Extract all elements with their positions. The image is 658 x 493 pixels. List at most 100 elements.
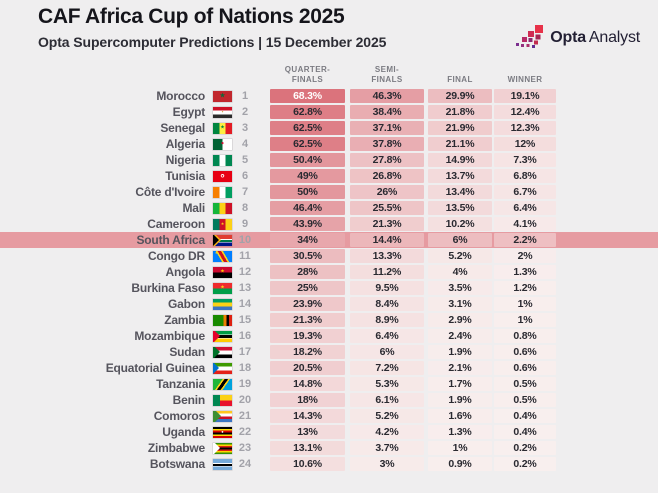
team-name: Mozambique <box>134 329 205 343</box>
flag-emblem: ★ <box>220 284 225 291</box>
semi-finals-probability: 14.4% <box>350 233 424 247</box>
burkina-faso-flag-icon: ★ <box>213 282 232 294</box>
semi-finals-probability: 6% <box>350 345 424 359</box>
team-name: Zambia <box>164 313 205 327</box>
team-name: Equatorial Guinea <box>105 361 205 375</box>
semi-finals-probability: 38.4% <box>350 105 424 119</box>
flag-triangle <box>213 330 220 342</box>
flag-emblem: ★ <box>219 92 226 100</box>
morocco-flag-icon: ★ <box>213 90 232 102</box>
team-name: Tanzania <box>156 377 205 391</box>
winner-probability: 1% <box>494 297 556 311</box>
team-rank: 18 <box>238 362 252 374</box>
final-probability: 21.8% <box>428 105 492 119</box>
winner-probability: 0.6% <box>494 361 556 375</box>
team-rank: 21 <box>238 410 252 422</box>
benin-flag-icon <box>213 394 232 406</box>
winner-probability: 1% <box>494 313 556 327</box>
quarter-finals-probability: 46.4% <box>270 201 345 215</box>
flag-triangle <box>213 234 219 246</box>
final-probability: 0.9% <box>428 457 492 471</box>
flag-triangle <box>213 442 220 454</box>
team-name: Tunisia <box>165 169 205 183</box>
zambia-flag-icon <box>213 314 232 326</box>
final-probability: 29.9% <box>428 89 492 103</box>
winner-probability: 6.8% <box>494 169 556 183</box>
team-rank: 9 <box>241 218 249 230</box>
team-name: Botswana <box>149 457 205 471</box>
flag-triangle <box>213 346 220 358</box>
team-name: Gabon <box>168 297 205 311</box>
table-row: Mali 8 46.4% 25.5% 13.5% 6.4% <box>0 200 658 216</box>
quarter-finals-probability: 19.3% <box>270 329 345 343</box>
final-probability: 3.5% <box>428 281 492 295</box>
flag-emblem: ● <box>220 140 225 147</box>
winner-probability: 12.4% <box>494 105 556 119</box>
team-name: Congo DR <box>147 249 205 263</box>
team-name: Uganda <box>162 425 205 439</box>
opta-analyst-logo: Opta Analyst <box>514 25 640 51</box>
winner-probability: 19.1% <box>494 89 556 103</box>
quarter-finals-probability: 28% <box>270 265 345 279</box>
flag-emblem: ★ <box>220 124 225 131</box>
semi-finals-probability: 26% <box>350 185 424 199</box>
team-rank: 20 <box>238 394 252 406</box>
final-probability: 1.7% <box>428 377 492 391</box>
team-name: Morocco <box>156 89 205 103</box>
table-row: Cameroon ★ 9 43.9% 21.3% 10.2% 4.1% <box>0 216 658 232</box>
flag-emblem: ● <box>221 173 224 178</box>
team-rank: 17 <box>238 346 252 358</box>
team-rank: 13 <box>238 282 252 294</box>
semi-finals-probability: 6.1% <box>350 393 424 407</box>
team-rank: 14 <box>238 298 252 310</box>
column-header-final: FINAL <box>447 74 473 84</box>
team-rank: 7 <box>241 186 249 198</box>
winner-probability: 0.2% <box>494 441 556 455</box>
table-row: Senegal ★ 3 62.5% 37.1% 21.9% 12.3% <box>0 120 658 136</box>
final-probability: 13.7% <box>428 169 492 183</box>
team-rank: 10 <box>238 234 252 246</box>
final-probability: 10.2% <box>428 217 492 231</box>
sudan-flag-icon <box>213 346 232 358</box>
winner-probability: 1.2% <box>494 281 556 295</box>
table-row: Burkina Faso ★ 13 25% 9.5% 3.5% 1.2% <box>0 280 658 296</box>
table-row: Gabon 14 23.9% 8.4% 3.1% 1% <box>0 296 658 312</box>
south-africa-flag-icon <box>213 234 232 246</box>
final-probability: 13.4% <box>428 185 492 199</box>
winner-probability: 0.8% <box>494 329 556 343</box>
page-subtitle: Opta Supercomputer Predictions | 15 Dece… <box>38 34 387 50</box>
team-rank: 15 <box>238 314 252 326</box>
semi-finals-probability: 46.3% <box>350 89 424 103</box>
winner-probability: 0.4% <box>494 425 556 439</box>
cote-divoire-flag-icon <box>213 186 232 198</box>
semi-finals-probability: 26.8% <box>350 169 424 183</box>
winner-probability: 12.3% <box>494 121 556 135</box>
flag-emblem: ★ <box>214 250 219 255</box>
botswana-flag-icon <box>213 458 232 470</box>
team-rank: 1 <box>241 90 249 102</box>
brand-wordmark: Opta Analyst <box>550 29 640 47</box>
table-row: Botswana 24 10.6% 3% 0.9% 0.2% <box>0 456 658 472</box>
winner-probability: 0.2% <box>494 457 556 471</box>
opta-pixel-chart-icon <box>516 25 544 48</box>
uganda-flag-icon: ● <box>213 426 232 438</box>
quarter-finals-probability: 23.9% <box>270 297 345 311</box>
page-title: CAF Africa Cup of Nations 2025 <box>38 5 345 28</box>
quarter-finals-probability: 10.6% <box>270 457 345 471</box>
semi-finals-probability: 7.2% <box>350 361 424 375</box>
team-name: Nigeria <box>165 153 205 167</box>
team-rank: 4 <box>241 138 249 150</box>
winner-probability: 6.7% <box>494 185 556 199</box>
team-rank: 5 <box>241 154 249 166</box>
table-row: Nigeria 5 50.4% 27.8% 14.9% 7.3% <box>0 152 658 168</box>
winner-probability: 4.1% <box>494 217 556 231</box>
congo-dr-flag-icon: ★ <box>213 250 232 262</box>
final-probability: 2.1% <box>428 361 492 375</box>
semi-finals-probability: 11.2% <box>350 265 424 279</box>
team-name: South Africa <box>136 233 206 247</box>
quarter-finals-probability: 13% <box>270 425 345 439</box>
team-rank: 3 <box>241 122 249 134</box>
final-probability: 21.9% <box>428 121 492 135</box>
nigeria-flag-icon <box>213 154 232 166</box>
winner-probability: 2% <box>494 249 556 263</box>
